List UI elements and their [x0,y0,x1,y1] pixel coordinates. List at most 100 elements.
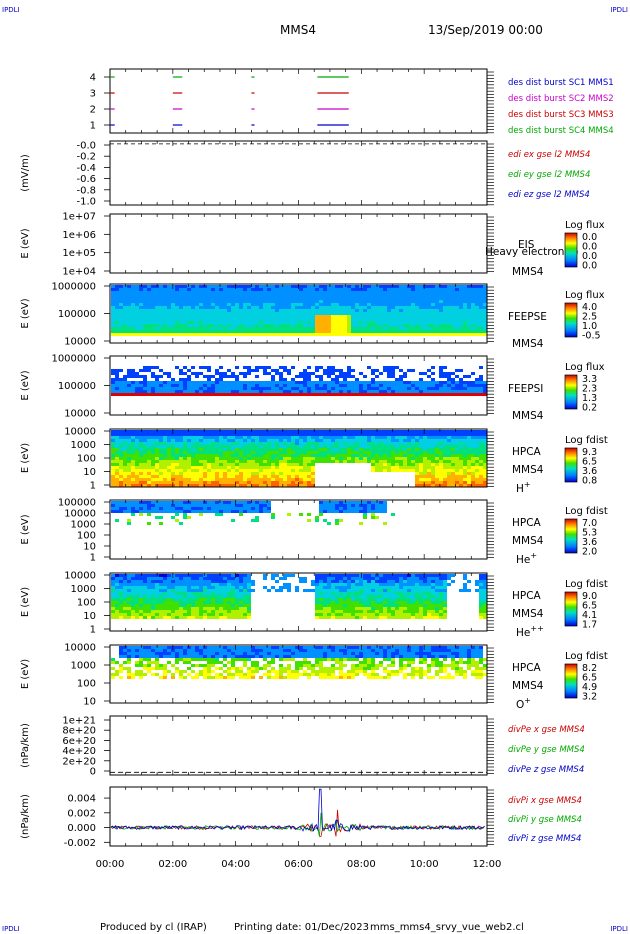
hpca-h-panel-cell [443,445,447,448]
hpca-he-panel-cell [163,510,167,513]
feepse-panel-cell [399,312,403,315]
feepse-panel-cell [347,297,351,300]
hpca-h-panel-cell [279,451,283,454]
hpca-hepp-panel-cell [111,583,115,586]
hpca-he-panel-cell [299,513,303,516]
feepse-panel-cell [299,333,303,336]
hpca-h-panel-cell [227,469,231,472]
feepse-panel-cell [347,303,351,306]
feepse-panel-cell [455,285,459,288]
feepse-panel-cell [479,297,483,300]
feepse-panel-cell [451,288,455,291]
hpca-h-panel-cell [467,460,471,463]
feepsi-panel-cell [283,393,287,396]
feepse-panel-cell [307,297,311,300]
hpca-h-panel-cell [283,454,287,457]
feepse-panel-cell [231,318,235,321]
feepse-panel-cell [263,315,267,318]
hpca-h-panel-cell [199,454,203,457]
feepsi-panel-cell [259,384,263,387]
feepse-panel-cell [135,324,139,327]
hpca-h-panel-cell [155,478,159,481]
hpca-h-panel-cell [299,478,303,481]
feepsi-panel-cell [327,381,331,384]
feepse-panel-cell [479,303,483,306]
feepse-panel-cell [267,288,271,291]
feepsi-panel-cell [463,387,467,390]
feepsi-panel-cell [255,390,259,393]
feepse-panel-cell [259,291,263,294]
hpca-h-panel-cell [315,436,319,439]
hpca-h-panel-cell [183,439,187,442]
feepse-panel-cell [295,306,299,309]
feepse-panel-cell [327,291,331,294]
hpca-h-panel-species-label: H+ [516,480,531,495]
hpca-h-panel-cell [239,463,243,466]
hpca-h-panel-cell [187,460,191,463]
feepse-panel-cell [335,300,339,303]
feepsi-panel-cell [299,384,303,387]
feepsi-panel-cell [455,375,459,378]
feepse-panel-cell [347,315,351,318]
hpca-h-panel-cell [211,460,215,463]
feepsi-panel-cell [431,378,435,381]
feepse-panel-cell [255,327,259,330]
hpca-he-panel-cell [199,504,203,507]
feepse-panel-cell [291,288,295,291]
feepsi-panel-cell [379,390,383,393]
hpca-h-panel-cell [151,439,155,442]
feepse-panel-cell [475,297,479,300]
hpca-h-panel-cell [395,448,399,451]
hpca-he-panel-cell [371,507,375,510]
hpca-h-panel-cell [463,442,467,445]
hpca-h-panel-cell [307,478,311,481]
hpca-h-panel-cell [307,451,311,454]
edi-panel-ytick-label: -1.0 [76,197,96,208]
feepse-panel-cell [263,321,267,324]
hpca-h-panel-cell [411,445,415,448]
feepsi-panel-cell [111,384,115,387]
feepse-panel-cell [215,315,219,318]
feepse-panel-cell [351,312,355,315]
feepsi-panel-cell [419,381,423,384]
hpca-he-panel-cell [363,504,367,507]
hpca-he-panel-cell [211,501,215,504]
hpca-h-panel-cell [243,442,247,445]
hpca-h-panel-cell [135,469,139,472]
hpca-h-panel-cell [415,472,419,475]
hpca-h-panel-cell [367,448,371,451]
feepse-panel-cell [183,306,187,309]
hpca-h-panel-cell [379,430,383,433]
feepse-panel-cell [147,312,151,315]
feepse-panel-cell [111,333,115,336]
feepsi-panel-cell [291,378,295,381]
feepse-panel-cell [223,327,227,330]
feepse-panel-cell [267,330,271,333]
hpca-h-panel-cell [167,484,171,487]
feepsi-panel-cell [243,387,247,390]
feepse-panel-cell [411,285,415,288]
hpca-h-panel-cell [363,439,367,442]
feepse-panel-cell [407,291,411,294]
hpca-h-panel-cell [171,466,175,469]
feepsi-panel-cell [215,369,219,372]
feepsi-panel-cell [407,390,411,393]
hpca-h-panel-cell [271,457,275,460]
feepse-panel-cell [447,312,451,315]
hpca-h-panel-cell [443,436,447,439]
feepse-panel-cell [199,297,203,300]
feepsi-panel-cell [219,381,223,384]
feepse-panel-cell [131,312,135,315]
hpca-h-panel-cell [451,463,455,466]
hpca-h-panel-cell [123,430,127,433]
feepse-panel-cell [171,315,175,318]
feepsi-panel-cell [243,384,247,387]
hpca-h-panel-cell [167,451,171,454]
feepsi-panel-cell [159,393,163,396]
feepse-panel-cell [371,300,375,303]
feepse-panel-cell [391,333,395,336]
feepsi-panel-cell [131,384,135,387]
feepse-panel-cell [383,324,387,327]
hpca-h-panel-cell [339,442,343,445]
feepse-panel-cell [423,300,427,303]
